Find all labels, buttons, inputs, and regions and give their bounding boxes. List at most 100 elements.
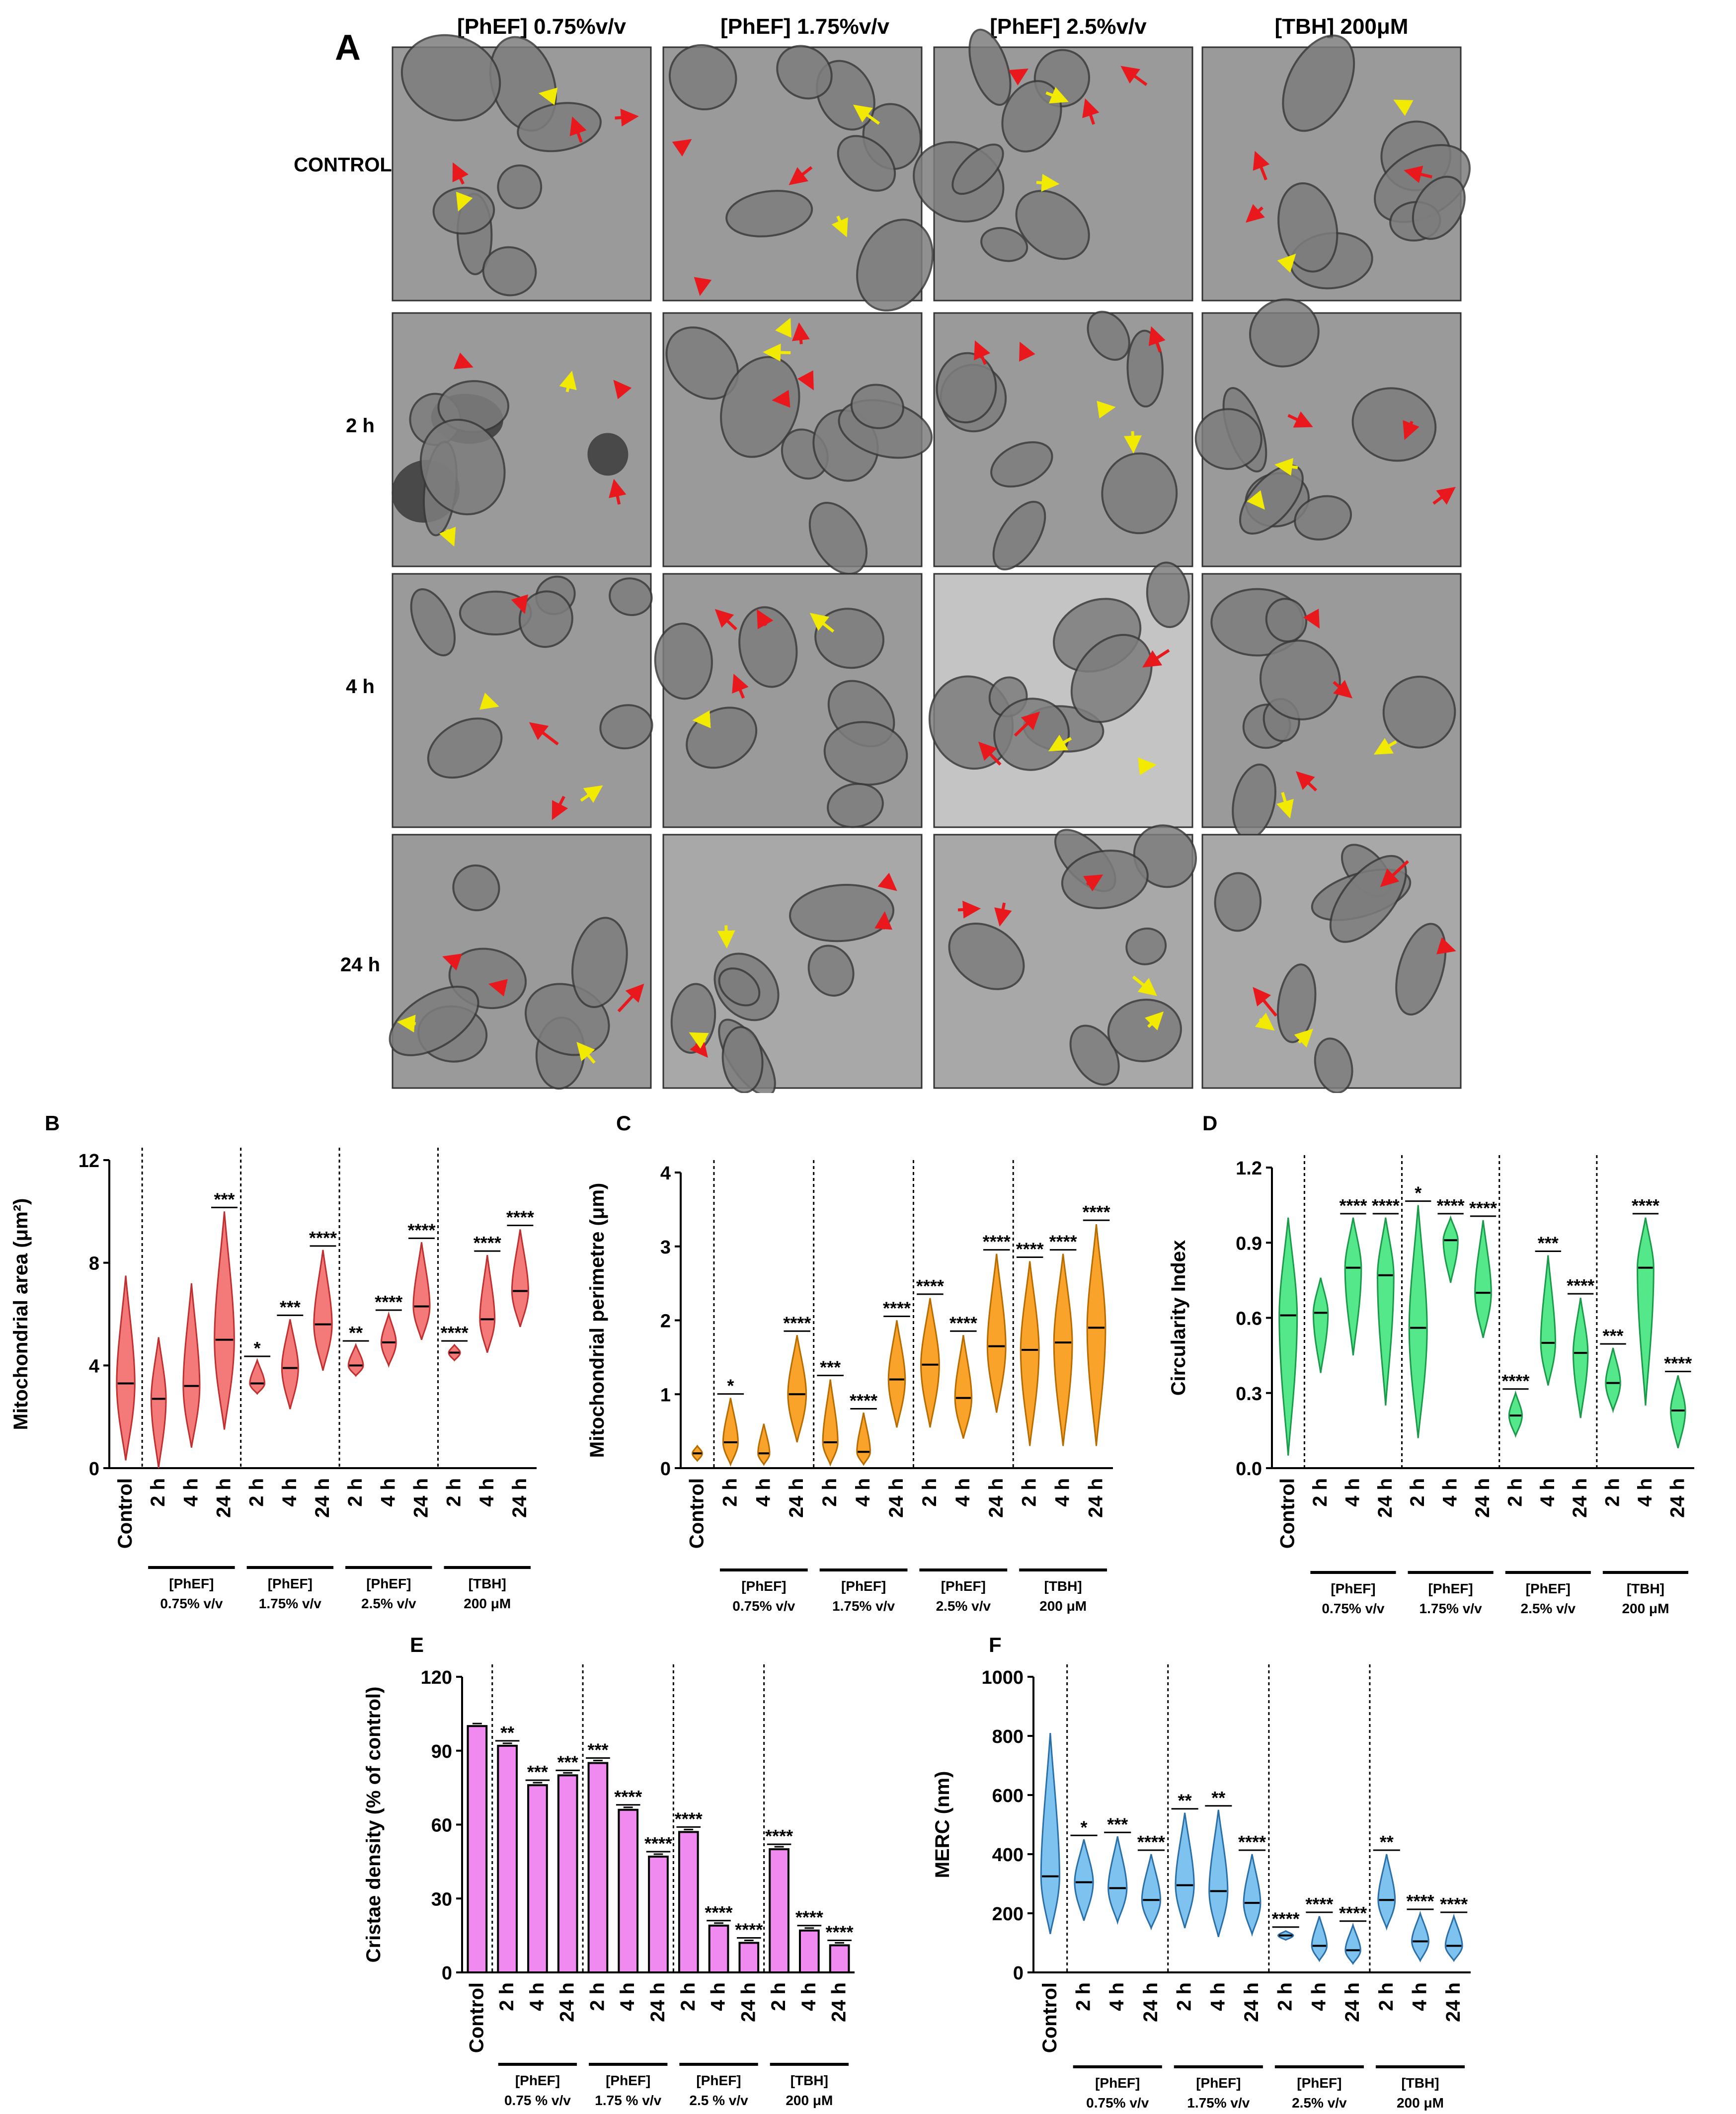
x-tick-label: 2 h — [768, 1982, 789, 2011]
significance-label: **** — [1049, 1232, 1077, 1252]
significance-label: **** — [1339, 1195, 1367, 1216]
mitochondrion — [452, 864, 500, 912]
violin — [986, 1253, 1007, 1413]
x-tick-label: 4 h — [1409, 1982, 1430, 2011]
panel-label: D — [1202, 1111, 1217, 1135]
red-arrow — [615, 108, 639, 127]
yellow-arrow — [763, 343, 791, 362]
mitochondrion — [789, 884, 895, 942]
micrograph-tile — [662, 44, 934, 312]
panel-a-row-label: 4 h — [346, 676, 375, 698]
x-tick-label: 4 h — [1341, 1478, 1363, 1507]
violin — [1040, 1732, 1060, 1934]
x-tick-label: Control — [114, 1478, 136, 1549]
group-sublabel: 200 μM — [464, 1596, 511, 1611]
mitochondrion — [1395, 923, 1447, 1016]
micrograph-tile — [1194, 298, 1462, 567]
mitochondrion — [721, 1026, 764, 1094]
chart-b: B 0 4 8 12 Mitochondrial area (μm²) *** * *** ***… — [0, 1103, 576, 1620]
panel-a-row-label: 2 h — [346, 415, 375, 437]
violin — [1208, 1809, 1229, 1937]
yellow-arrow — [1144, 1011, 1164, 1030]
y-tick-label: 800 — [992, 1726, 1024, 1747]
red-arrow — [1380, 860, 1409, 887]
bar — [557, 1774, 578, 1973]
mitochondrion — [1260, 639, 1341, 720]
chart-e: E 0 30 60 90 120 Cristae density (% of control… — [348, 1625, 874, 2112]
significance-label: **** — [309, 1228, 337, 1248]
violin — [511, 1229, 529, 1328]
mitochondrion — [1015, 190, 1090, 260]
violin — [1141, 1854, 1162, 1931]
group-sublabel: 0.75% v/v — [732, 1598, 795, 1614]
y-tick-label: 60 — [431, 1815, 452, 1836]
x-tick-label: 2 h — [586, 1982, 608, 2011]
significance-label: * — [727, 1376, 734, 1396]
x-tick-label: 2 h — [246, 1478, 268, 1507]
x-tick-label: 24 h — [1472, 1478, 1494, 1518]
yellow-arrow — [397, 1015, 416, 1033]
bar — [769, 1848, 789, 1974]
x-tick-label: 4 h — [1439, 1478, 1461, 1507]
mitochondrion — [738, 606, 798, 688]
significance-label: **** — [1664, 1353, 1692, 1373]
red-arrow — [488, 979, 508, 997]
yellow-arrow — [580, 785, 603, 803]
panel-a-column-header: [TBH] 200μM — [1275, 14, 1409, 39]
mitochondrion — [1276, 963, 1317, 1043]
yellow-arrow — [559, 371, 577, 392]
group-label: [PhEF] — [606, 2073, 650, 2088]
significance-label: **** — [1567, 1275, 1594, 1296]
mitochondrion — [808, 502, 868, 575]
mitochondrion — [951, 143, 1004, 195]
significance-label: *** — [557, 1752, 578, 1772]
red-arrow — [1014, 711, 1040, 737]
red-arrow — [874, 911, 892, 930]
x-tick-label: 24 h — [647, 1982, 669, 2022]
mitochondrion — [856, 219, 934, 312]
mitochondrion — [400, 34, 501, 122]
micrograph-grid-svg: A [PhEF] 0.75%v/v [PhEF] 1.75%v/v [PhEF] 2.… — [294, 14, 1471, 1096]
red-arrow — [452, 162, 469, 185]
yellow-arrow — [689, 1032, 709, 1049]
bar — [799, 1929, 820, 1973]
violin — [1243, 1854, 1262, 1937]
mitochondrion — [968, 28, 1012, 106]
chart-c: C 0 1 2 3 4 Mitochondrial perimetre (μm) * **** *… — [576, 1103, 1158, 1620]
red-arrow — [1287, 411, 1313, 428]
micrograph-tile — [1201, 573, 1462, 840]
violin — [1670, 1375, 1686, 1448]
x-tick-label: 24 h — [737, 1982, 759, 2022]
y-tick-label: 0.3 — [1236, 1384, 1262, 1405]
mitochondrion — [980, 227, 1028, 262]
significance-label: *** — [1107, 1814, 1128, 1834]
mitochondrion — [389, 986, 479, 1056]
red-arrow — [1082, 98, 1100, 125]
mitochondrion — [1239, 464, 1304, 535]
violin — [822, 1379, 839, 1467]
group-label: [PhEF] — [1428, 1581, 1473, 1596]
x-tick-label: 2 h — [496, 1982, 518, 2011]
red-arrow — [974, 340, 991, 365]
significance-label: **** — [850, 1390, 877, 1410]
group-label: [TBH] — [1044, 1578, 1082, 1594]
red-arrow — [1403, 420, 1420, 440]
x-tick-label: 4 h — [617, 1982, 638, 2011]
violin — [214, 1211, 235, 1430]
group-sublabel: 2.5% v/v — [1521, 1601, 1576, 1616]
red-arrow — [672, 139, 692, 157]
red-arrow — [797, 370, 814, 391]
micrograph-tile — [928, 561, 1193, 828]
red-arrow — [1142, 649, 1170, 668]
significance-label: **** — [407, 1220, 435, 1240]
significance-label: **** — [883, 1298, 911, 1319]
violin — [1020, 1261, 1040, 1446]
x-tick-label: 4 h — [852, 1478, 874, 1507]
mitochondrion — [827, 783, 884, 828]
significance-label: *** — [280, 1297, 301, 1317]
x-tick-label: 4 h — [279, 1478, 301, 1507]
violin — [1474, 1220, 1492, 1338]
x-tick-label: 2 h — [819, 1478, 841, 1507]
red-arrow — [552, 795, 568, 820]
x-tick-label: 4 h — [1537, 1478, 1559, 1507]
